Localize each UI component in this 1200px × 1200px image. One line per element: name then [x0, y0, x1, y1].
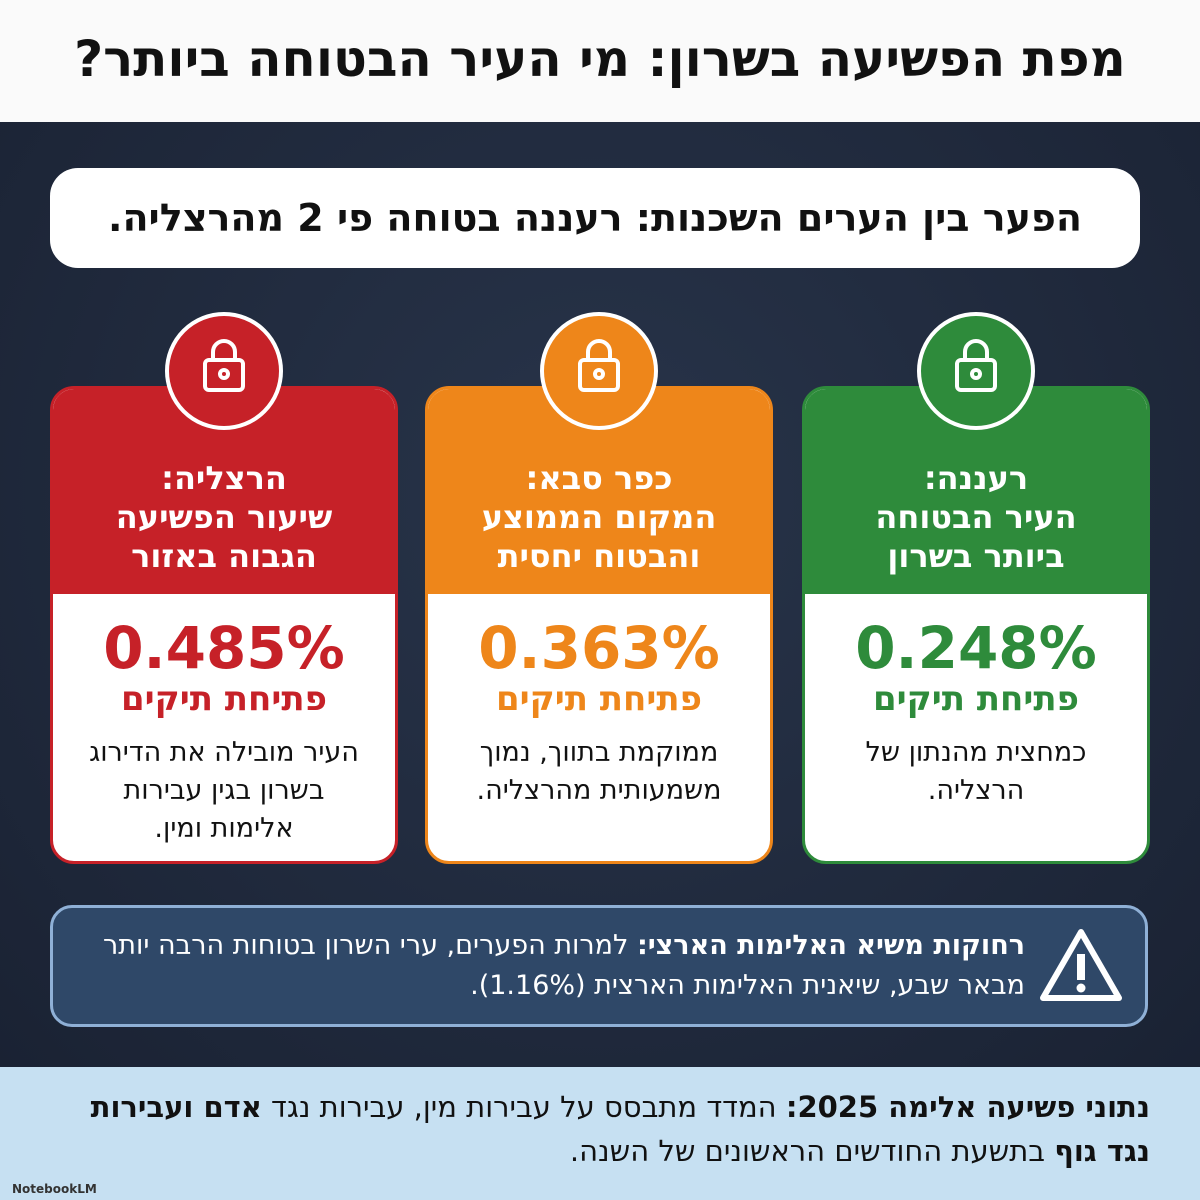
heading-line: והבטוח יחסית [497, 537, 701, 575]
card-value: 0.248% [855, 614, 1097, 682]
card-header: הרצליה: שיעור הפשיעה הגבוה באזור [53, 389, 395, 594]
icon-glyph [203, 339, 245, 392]
card: הרצליה: שיעור הפשיעה הגבוה באזור 0.485% פתיח… [50, 386, 398, 864]
icon-glyph [578, 339, 620, 392]
heading-line: ביותר בשרון [887, 537, 1065, 575]
warning-body: למרות הפערים, ערי השרון בטוחות הרבה יותר… [103, 930, 1025, 1001]
card-description: כמחצית מהנתון של הרצליה. [865, 737, 1087, 806]
card-value: 0.485% [103, 614, 345, 682]
footer-text: נתוני פשיעה אלימה 2025: המדד מתבסס על עב… [70, 1085, 1150, 1173]
card: כפר סבא: המקום הממוצע והבטוח יחסית 0.363% פת… [425, 386, 773, 864]
subtitle: הפער בין הערים השכנות: רעננה בטוחה פי 2 … [50, 168, 1140, 268]
card-metric: פתיחת תיקים [496, 679, 702, 719]
brand: NotebookLM [12, 1182, 97, 1196]
card-icon [540, 312, 658, 430]
footer-segment: אדם ועבירות נגד גוף [90, 1090, 1150, 1168]
warning-box: רחוקות משיא האלימות הארצי: למרות הפערים,… [50, 905, 1148, 1027]
footer-segment: המדד מתבסס על עבירות מין, עבירות נגד [261, 1090, 786, 1124]
heading-line: העיר הבטוחה [875, 498, 1077, 536]
heading-line: המקום הממוצע [481, 498, 717, 536]
title: מפת הפשיעה בשרון: מי העיר הבטוחה ביותר? [74, 30, 1126, 88]
warning-icon [1040, 929, 1122, 1001]
heading-line: הרצליה: [161, 459, 287, 497]
card-value: 0.363% [478, 614, 720, 682]
warning-lead: רחוקות משיא האלימות הארצי: [636, 930, 1025, 961]
footer-segment: נתוני פשיעה אלימה 2025: [785, 1090, 1150, 1124]
card-heading: רעננה: העיר הבטוחה ביותר בשרון [805, 459, 1147, 576]
card-heading: כפר סבא: המקום הממוצע והבטוח יחסית [428, 459, 770, 576]
heading-line: רעננה: [923, 459, 1029, 497]
warning-text: רחוקות משיא האלימות הארצי: למרות הפערים,… [83, 926, 1025, 1006]
heading-line: כפר סבא: [525, 459, 673, 497]
footer-segment: בתשעת החודשים הראשונים של השנה. [569, 1134, 1055, 1168]
heading-line: הגבוה באזור [131, 537, 317, 575]
footer-band: נתוני פשיעה אלימה 2025: המדד מתבסס על עב… [0, 1067, 1200, 1200]
card-description: העיר מובילה את הדירוג בשרון בגין עבירות … [89, 737, 359, 844]
heading-line: שיעור הפשיעה [115, 498, 333, 536]
icon-glyph [955, 339, 997, 392]
title-band [0, 0, 1200, 122]
card-metric: פתיחת תיקים [873, 679, 1079, 719]
card-heading: הרצליה: שיעור הפשיעה הגבוה באזור [53, 459, 395, 576]
card: רעננה: העיר הבטוחה ביותר בשרון 0.248% פתיחת … [802, 386, 1150, 864]
card-icon [165, 312, 283, 430]
card-icon [917, 312, 1035, 430]
card-metric: פתיחת תיקים [121, 679, 327, 719]
card-description: ממוקמת בתווך, נמוך משמעותית מהרצליה. [476, 737, 722, 806]
